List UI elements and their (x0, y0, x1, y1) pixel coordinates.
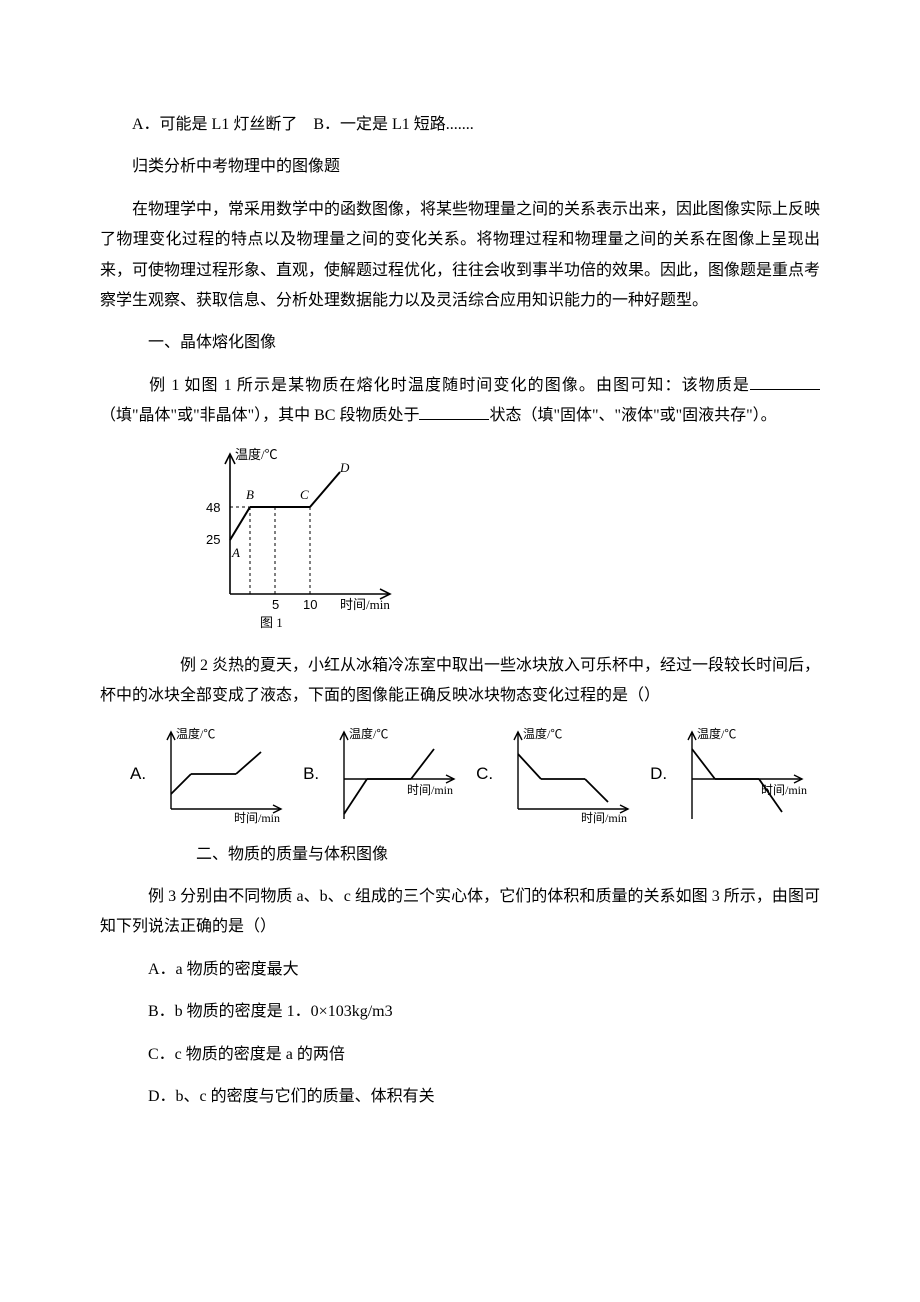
optA-xlabel: 时间/min (234, 811, 280, 824)
options-row: A. 温度/℃ 时间/min B. (130, 724, 820, 824)
blank-1 (750, 373, 820, 390)
option-A-svg: 温度/℃ 时间/min (146, 724, 291, 824)
intro-paragraph: 在物理学中，常采用数学中的函数图像，将某些物理量之间的关系表示出来，因此图像实际… (100, 195, 820, 317)
ex1-mid1: （填"晶体"或"非晶体"），其中 BC 段物质处于 (100, 407, 419, 424)
fig1-ylabel: 温度/℃ (235, 447, 278, 462)
ex3-option-B: B．b 物质的密度是 1．0×103kg/m3 (100, 997, 820, 1027)
fig1-xlabel: 时间/min (340, 597, 390, 612)
fig1-pt-C: C (300, 487, 309, 502)
blank-2 (419, 403, 489, 420)
option-B-label: B. (303, 758, 319, 790)
option-B-svg: 温度/℃ 时间/min (319, 724, 464, 824)
optB-ylabel: 温度/℃ (349, 726, 388, 741)
section-1-heading: 一、晶体熔化图像 (100, 328, 820, 358)
figure-1-svg: 温度/℃ 时间/min 48 25 5 10 A (180, 444, 410, 634)
example-2-text: 例 2 炎热的夏天，小红从冰箱冷冻室中取出一些冰块放入可乐杯中，经过一段较长时间… (100, 651, 820, 712)
fig1-xtick-10: 10 (303, 597, 317, 612)
optB-xlabel: 时间/min (407, 783, 453, 797)
option-A-label: A. (130, 758, 146, 790)
ex3-body: 例 3 分别由不同物质 a、b、c 组成的三个实心体，它们的体积和质量的关系如图… (100, 888, 820, 935)
ex3-option-C: C．c 物质的密度是 a 的两倍 (100, 1040, 820, 1070)
fig1-caption: 图 1 (260, 615, 283, 630)
optD-xlabel: 时间/min (761, 783, 807, 797)
ex1-mid2: 状态（填"固体"、"液体"或"固液共存"）。 (489, 407, 776, 424)
option-A: A. 温度/℃ 时间/min (130, 724, 291, 824)
ex3-option-A: A．a 物质的密度最大 (100, 955, 820, 985)
option-C-label: C. (476, 758, 493, 790)
option-D-label: D. (650, 758, 667, 790)
fig1-pt-D: D (339, 460, 350, 475)
article-title: 归类分析中考物理中的图像题 (100, 152, 820, 182)
optA-ylabel: 温度/℃ (176, 726, 215, 741)
fig1-xtick-5: 5 (272, 597, 279, 612)
fig1-pt-A: A (231, 545, 240, 560)
ex1-pre: 例 1 如图 1 所示是某物质在熔化时温度随时间变化的图像。由图可知：该物质是 (148, 377, 750, 394)
ex2-body: 例 2 炎热的夏天，小红从冰箱冷冻室中取出一些冰块放入可乐杯中，经过一段较长时间… (100, 657, 820, 704)
fig1-ytick-48: 48 (206, 500, 220, 515)
ex3-option-D: D．b、c 的密度与它们的质量、体积有关 (100, 1082, 820, 1112)
option-C: C. 温度/℃ 时间/min (476, 724, 638, 824)
fig1-ytick-25: 25 (206, 532, 220, 547)
example-1-text: 例 1 如图 1 所示是某物质在熔化时温度随时间变化的图像。由图可知：该物质是 （… (100, 371, 820, 432)
optD-ylabel: 温度/℃ (697, 726, 736, 741)
section-2-heading: 二、物质的质量与体积图像 (100, 840, 820, 870)
sec2-heading-text: 二、物质的质量与体积图像 (196, 846, 388, 863)
option-C-svg: 温度/℃ 时间/min (493, 724, 638, 824)
top-line: A．可能是 L1 灯丝断了 B．一定是 L1 短路....... (100, 110, 820, 140)
fig1-pt-B: B (246, 487, 254, 502)
option-B: B. 温度/℃ 时间/min (303, 724, 464, 824)
option-D-svg: 温度/℃ 时间/min (667, 724, 812, 824)
option-D: D. 温度/℃ 时间/min (650, 724, 812, 824)
figure-1: 温度/℃ 时间/min 48 25 5 10 A (180, 444, 820, 645)
example-3-text: 例 3 分别由不同物质 a、b、c 组成的三个实心体，它们的体积和质量的关系如图… (100, 882, 820, 943)
page-content: A．可能是 L1 灯丝断了 B．一定是 L1 短路....... 归类分析中考物… (0, 0, 920, 1184)
optC-xlabel: 时间/min (581, 811, 627, 824)
optC-ylabel: 温度/℃ (523, 726, 562, 741)
